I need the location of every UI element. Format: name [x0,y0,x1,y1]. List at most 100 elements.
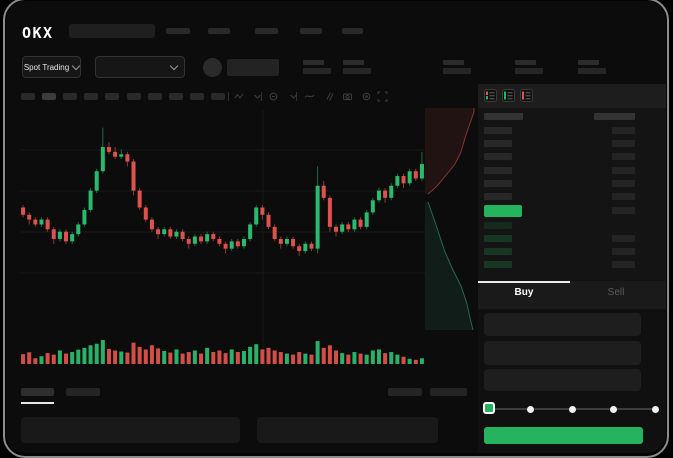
volume-bar [156,348,161,364]
pair-name-placeholder [227,59,279,76]
interval-button[interactable] [105,93,120,100]
market-type-label: Spot Trading [23,62,70,72]
candle [51,229,56,239]
interval-button[interactable] [63,93,78,100]
ask-price-bar[interactable] [484,193,512,200]
bottom-action-placeholder[interactable] [388,388,422,396]
okx-logo[interactable]: OKX [22,24,54,42]
ask-price-bar[interactable] [484,166,512,174]
ask-size-bar[interactable] [612,193,635,200]
amount-slider-handle[interactable] [483,402,495,414]
book-bids-icon[interactable] [502,89,515,102]
interval-button[interactable] [147,93,162,100]
volume-bar [106,348,111,364]
interval-button[interactable] [210,93,225,100]
candle [199,236,204,242]
app-window: OKX Spot Trading Buy Sell [6,1,666,453]
candle [192,236,197,244]
market-type-selector[interactable]: Spot Trading [22,56,81,78]
ask-size-bar[interactable] [612,179,635,187]
candle [33,219,38,225]
volume-bar [162,351,167,364]
compare-icon[interactable] [324,91,335,102]
ask-size-bar[interactable] [612,207,635,214]
bid-size-bar[interactable] [612,247,635,255]
nav-item-placeholder[interactable] [208,28,230,34]
volume-bar [137,346,142,364]
ask-price-bar[interactable] [484,153,512,161]
volume-bar [119,351,124,364]
candle [211,234,216,239]
ask-price-bar[interactable] [484,127,512,134]
fullscreen-icon[interactable] [377,91,388,102]
candle [27,214,32,220]
candle [395,176,400,186]
indicators-icon[interactable] [268,91,279,102]
slider-step-dot[interactable] [651,406,659,413]
order-amount-field[interactable] [484,341,641,365]
interval-button[interactable] [21,93,35,100]
settings-icon[interactable] [361,91,372,102]
slider-step-dot[interactable] [568,406,576,413]
volume-bar [370,350,375,364]
tab-buy[interactable]: Buy [514,287,534,298]
tab-sell[interactable]: Sell [607,287,625,298]
search-placeholder[interactable] [69,24,155,38]
ask-size-bar[interactable] [612,140,635,148]
ask-size-bar[interactable] [612,166,635,174]
pair-selector-dropdown[interactable] [95,56,185,78]
bottom-tab-orders[interactable] [21,388,54,396]
nav-item-placeholder[interactable] [300,28,322,34]
volume-bar [346,354,351,364]
candle [235,241,240,247]
chevron-down-icon[interactable] [252,91,263,102]
bid-size-bar[interactable] [612,234,635,242]
candle [327,197,332,227]
volume-bar [39,356,44,364]
bottom-action-placeholder[interactable] [430,388,467,396]
price-volume-chart[interactable] [20,110,425,366]
line-tool-icon[interactable] [304,91,315,102]
volume-bar [149,345,154,364]
bottom-tab-history[interactable] [66,388,100,396]
bid-price-bar[interactable] [484,234,512,242]
candle [370,200,375,213]
order-price-field[interactable] [484,313,641,336]
depth-line [427,108,475,195]
buy-submit-button[interactable] [484,427,643,444]
book-asks-icon[interactable] [520,89,533,102]
interval-button[interactable] [189,93,204,100]
bid-price-bar[interactable] [484,222,512,229]
bid-size-bar[interactable] [612,260,635,268]
interval-button[interactable] [84,93,99,100]
volume-bar [192,350,197,364]
order-total-field[interactable] [484,369,641,391]
candle [315,185,320,249]
nav-item-placeholder[interactable] [342,28,363,34]
candle-style-icon[interactable] [234,91,245,102]
slider-step-dot[interactable] [610,406,618,413]
interval-button[interactable] [168,93,183,100]
volume-bar [235,352,240,364]
active-tab-indicator [478,281,570,283]
candle [346,224,351,230]
last-price-highlight[interactable] [484,205,522,217]
ask-price-bar[interactable] [484,179,512,187]
camera-icon[interactable] [342,91,353,102]
nav-item-placeholder[interactable] [166,28,190,34]
bid-price-bar[interactable] [484,247,512,255]
ask-price-bar[interactable] [484,140,512,148]
toolbar-divider [228,92,229,101]
slider-step-dot[interactable] [527,406,535,413]
bid-price-bar[interactable] [484,260,512,268]
chevron-down-icon[interactable] [288,91,299,102]
candle [57,231,62,239]
nav-item-placeholder[interactable] [255,28,278,34]
ask-size-bar[interactable] [612,153,635,161]
interval-button[interactable] [42,93,57,100]
book-both-icon[interactable] [484,89,497,102]
interval-button[interactable] [126,93,141,100]
candle [82,209,87,225]
ask-size-bar[interactable] [612,127,635,134]
candle [364,212,369,227]
